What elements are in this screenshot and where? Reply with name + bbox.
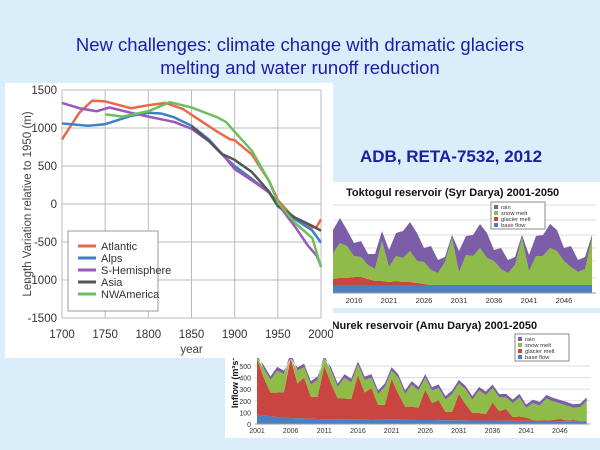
legend-swatch xyxy=(494,211,498,215)
y-tick-label: -500 xyxy=(34,237,57,249)
chart-title: w Nurek reservoir (Amu Darya) 2001-2050 xyxy=(319,320,537,332)
x-tick-label: 2001 xyxy=(249,428,265,435)
area-snow-melt xyxy=(333,238,592,285)
toktogul-chart-svg: 2016 2021 2026 2031 2036 2041 2046 Toktogul res… xyxy=(326,187,596,305)
x-tick-label: 2031 xyxy=(451,296,468,305)
y-axis-label: Length Variation relative to 1950 (m) xyxy=(22,111,34,296)
x-tick-label: 2046 xyxy=(552,428,568,435)
x-tick-label: 2006 xyxy=(283,428,299,435)
x-tick-label: 1800 xyxy=(136,329,162,341)
x-axis-label: year xyxy=(180,344,203,356)
y-tick-label: 500 xyxy=(38,161,57,173)
x-tick-label: 1950 xyxy=(265,329,291,341)
y-tick-label: 400 xyxy=(239,376,251,383)
legend-label: glacier melt xyxy=(501,217,531,223)
nurek-chart-svg: 2001 2006 2011 2016 2021 2026 2031 2036 2041 2046… xyxy=(230,320,590,435)
legend-swatch xyxy=(494,223,498,227)
x-tick-label: 2011 xyxy=(317,428,332,435)
x-tick-label: 2046 xyxy=(556,296,573,305)
legend-label: base flow xyxy=(525,355,550,361)
y-tick-label: -1000 xyxy=(28,275,57,287)
legend-label: rain xyxy=(525,337,535,343)
y-tick-label: 1000 xyxy=(31,123,57,135)
x-tick-label: 2021 xyxy=(381,296,398,305)
toktogul-chart: 2016 2021 2026 2031 2036 2041 2046 Toktogul res… xyxy=(325,182,600,308)
glacier-length-chart: 1700 1750 1800 1850 1900 1950 2000 -1500 -1000 -5… xyxy=(5,83,333,358)
area-glacier-melt xyxy=(333,277,592,285)
legend-swatch xyxy=(494,217,498,221)
x-tick-label: 1700 xyxy=(49,329,75,341)
legend-label: Atlantic xyxy=(101,241,138,253)
x-tick-label: 2016 xyxy=(346,296,363,305)
x-tick-label: 2016 xyxy=(350,428,366,435)
y-axis-label: Inflow (m³s⁻¹) xyxy=(230,350,240,408)
slide-title-line-2: melting and water runoff reduction xyxy=(160,57,440,78)
area-snow-melt xyxy=(257,355,587,422)
x-tick-label: 2026 xyxy=(417,428,433,435)
area-base-flow xyxy=(333,285,592,293)
legend-box xyxy=(490,201,546,230)
legend-swatch xyxy=(518,343,522,347)
x-tick-label: 2041 xyxy=(521,296,538,305)
x-tick-label: 2021 xyxy=(384,428,400,435)
x-tick-label: 2036 xyxy=(486,296,503,305)
legend-label: glacier melt xyxy=(525,349,555,355)
x-tick-label: 1750 xyxy=(92,329,118,341)
series-line-asia xyxy=(190,125,322,232)
y-tick-label: 0 xyxy=(51,199,57,211)
glacier-chart-svg: 1700 1750 1800 1850 1900 1950 2000 -1500 -1000 -5… xyxy=(22,85,333,356)
legend-box xyxy=(514,333,570,362)
legend-label: snow melt xyxy=(501,211,527,217)
x-tick-label: 1850 xyxy=(179,329,205,341)
legend-label: base flow xyxy=(501,223,526,229)
x-tick-label: 2000 xyxy=(308,329,333,341)
y-tick-label: -1500 xyxy=(28,313,57,325)
legend-swatch xyxy=(494,205,498,209)
legend-label: S-Hemisphere xyxy=(101,265,171,277)
slide-title-line-1: New challenges: climate change with dram… xyxy=(75,34,525,55)
legend-swatch xyxy=(518,337,522,341)
y-tick-label: 100 xyxy=(239,410,251,417)
x-tick-label: 2031 xyxy=(451,428,467,435)
legend-label: Asia xyxy=(101,277,123,289)
legend-swatch xyxy=(518,349,522,353)
legend-label: NWAmerica xyxy=(101,289,160,301)
series-line-nwamerica xyxy=(105,100,323,268)
area-base-flow xyxy=(257,414,587,424)
x-tick-label: 2026 xyxy=(416,296,433,305)
x-tick-label: 2036 xyxy=(485,428,501,435)
legend-label: snow melt xyxy=(525,343,551,349)
y-tick-label: 1500 xyxy=(31,85,57,97)
area-glacier-melt xyxy=(257,358,587,422)
legend-label: Alps xyxy=(101,253,123,265)
y-tick-label: 200 xyxy=(239,399,251,406)
legend-label: rain xyxy=(501,205,511,211)
chart-title: Toktogul reservoir (Syr Darya) 2001-2050 xyxy=(346,187,559,199)
x-tick-label: 1900 xyxy=(222,329,248,341)
x-tick-label: 2041 xyxy=(518,428,534,435)
area-rain xyxy=(333,218,592,273)
reference-label: ADB, RETA-7532, 2012 xyxy=(360,147,543,166)
y-tick-label: 0 xyxy=(247,422,251,429)
legend-swatch xyxy=(518,355,522,359)
y-tick-label: 500 xyxy=(239,364,251,371)
y-tick-label: 300 xyxy=(239,387,251,394)
